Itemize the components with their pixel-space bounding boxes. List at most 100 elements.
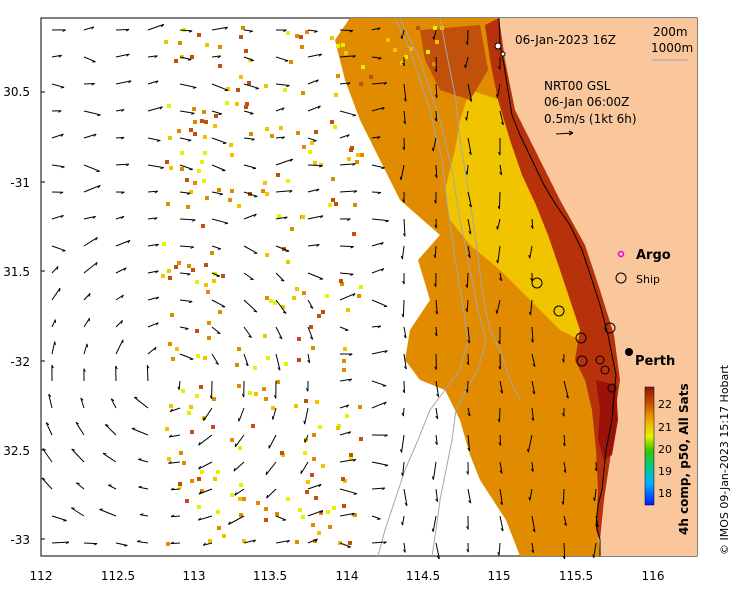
current-arrow-head: [496, 226, 498, 230]
current-arrow-head: [284, 216, 288, 220]
current-arrow: [275, 216, 288, 220]
current-arrow: [339, 163, 356, 166]
current-arrow: [371, 56, 382, 59]
current-arrow-head: [562, 413, 565, 417]
current-arrow: [499, 515, 504, 532]
colorbar-tick: 22: [658, 398, 672, 411]
current-arrow: [198, 515, 213, 521]
current-arrow: [243, 137, 255, 140]
current-arrow-head: [592, 554, 595, 558]
sst-pixel: [300, 45, 304, 49]
current-arrow: [179, 83, 197, 88]
current-arrow-head: [186, 192, 191, 195]
current-arrow-head: [286, 540, 290, 543]
sst-pixel: [177, 261, 181, 265]
current-arrow-head: [381, 107, 385, 111]
sst-pixel: [347, 157, 351, 161]
current-arrow: [531, 542, 535, 553]
sst-pixel: [168, 276, 172, 280]
current-arrow-head: [282, 311, 287, 314]
current-arrow: [115, 294, 124, 301]
current-arrow: [371, 164, 385, 169]
city-label: Perth: [635, 354, 675, 369]
contour-shelf: [439, 17, 521, 401]
current-arrow: [211, 83, 229, 91]
current-arrow-head: [250, 278, 254, 281]
current-arrow: [467, 326, 470, 344]
current-arrow-head: [233, 467, 236, 472]
current-arrow-head: [253, 213, 257, 217]
sst-pixel: [343, 347, 347, 351]
current-arrow-head: [498, 366, 501, 370]
sst-pixel: [416, 26, 420, 30]
current-arrow: [371, 82, 387, 85]
current-arrow-head: [377, 192, 381, 195]
current-arrow: [402, 299, 405, 318]
current-arrow-head: [170, 514, 175, 518]
sst-pixel: [187, 411, 191, 415]
current-arrow: [42, 448, 53, 463]
current-arrow: [211, 272, 221, 277]
current-arrow-head: [349, 30, 354, 33]
current-arrow-head: [319, 165, 323, 168]
current-arrow-head: [105, 424, 109, 427]
sst-pixel: [328, 203, 332, 207]
x-tick-label: 112: [30, 569, 53, 583]
current-arrow-head: [403, 120, 406, 125]
current-arrow-head: [137, 540, 141, 542]
sst-pixel: [201, 224, 205, 228]
sst-pixel: [402, 72, 406, 76]
current-arrow-head: [399, 176, 402, 181]
current-arrow-head: [42, 448, 46, 451]
sst-pixel: [352, 232, 356, 236]
current-arrow: [307, 29, 318, 32]
current-arrow-head: [317, 105, 321, 109]
current-arrow-head: [185, 328, 189, 330]
current-arrow-head: [353, 190, 358, 194]
sst-pixel: [312, 457, 316, 461]
current-arrow-head: [58, 54, 62, 58]
current-arrow-head: [60, 133, 64, 137]
current-arrow: [499, 272, 503, 281]
current-arrow-head: [563, 522, 567, 527]
current-arrow-head: [496, 94, 498, 98]
sst-pixel: [310, 141, 314, 145]
current-arrow-head: [315, 79, 319, 83]
current-arrow: [99, 508, 117, 517]
sst-pixel: [171, 357, 175, 361]
sst-pixel: [269, 299, 273, 303]
current-arrow: [211, 26, 228, 31]
current-arrow: [307, 188, 320, 193]
current-arrow: [563, 380, 569, 399]
current-arrow-head: [127, 240, 131, 244]
current-arrow: [403, 83, 407, 102]
current-arrow-head: [404, 502, 408, 507]
sst-pixel: [349, 457, 353, 461]
current-arrow: [51, 133, 64, 139]
current-arrow: [339, 512, 355, 517]
current-arrow-head: [155, 270, 159, 274]
current-arrow: [307, 137, 317, 142]
current-arrow-head: [383, 401, 387, 406]
current-arrow: [467, 83, 473, 102]
current-arrow-head: [154, 217, 158, 221]
current-arrow: [339, 431, 351, 436]
current-arrow-head: [497, 552, 500, 556]
argo-legend-label: Argo: [636, 248, 671, 263]
sst-pixel: [342, 359, 346, 363]
current-arrow-head: [71, 448, 75, 451]
current-arrow-head: [51, 364, 54, 369]
current-arrow: [51, 319, 56, 328]
current-arrow: [531, 326, 534, 343]
sst-pixel: [393, 48, 397, 52]
current-arrow-head: [468, 231, 472, 235]
current-arrow-head: [348, 353, 353, 356]
current-arrow-head: [385, 220, 389, 223]
sst-pixel: [186, 205, 190, 209]
current-arrow-head: [91, 26, 95, 30]
colorbar-tick: 19: [658, 465, 672, 478]
current-arrow: [403, 488, 408, 506]
y-tick-label: -31: [10, 176, 30, 190]
current-arrow: [138, 486, 149, 490]
